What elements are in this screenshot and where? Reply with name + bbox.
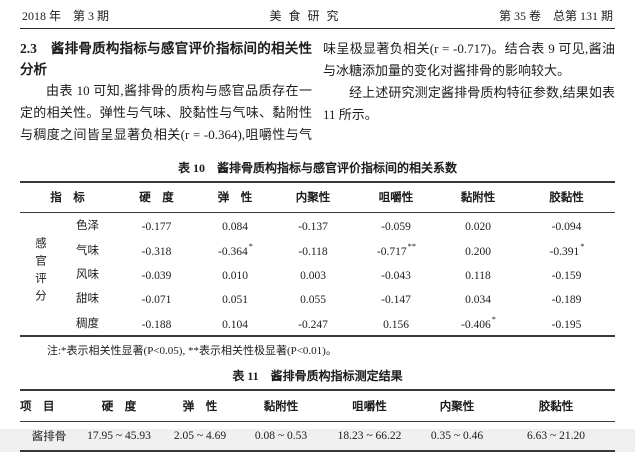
cell: 0.020 xyxy=(465,221,491,234)
cell: -0.147 xyxy=(381,294,411,307)
table10-header-hardness: 硬 度 xyxy=(139,192,174,204)
table10-header-cohesiveness: 内聚性 xyxy=(295,192,331,204)
cell: -0.195 xyxy=(551,318,582,331)
cell: 0.104 xyxy=(222,318,248,331)
table11-row-sauced-ribs: 酱排骨 17.95 ~ 45.93 2.05 ~ 4.69 0.08 ~ 0.5… xyxy=(20,421,615,451)
row-label: 酱排骨 xyxy=(31,430,67,443)
cell: 0.034 xyxy=(465,294,491,307)
cell: -0.717** xyxy=(376,240,417,258)
table10-title: 表 10 酱排骨质构指标与感官评价指标间的相关系数 xyxy=(177,161,457,175)
table11-header-chewiness: 咀嚼性 xyxy=(352,400,387,413)
cell: 2.05 ~ 4.69 xyxy=(173,429,227,442)
cell: 0.010 xyxy=(222,269,248,282)
section-heading: 2.3 酱排骨质构指标与感官评价指标间的相关性分析 xyxy=(20,41,312,77)
table10-row-color: 感官评分 色泽 -0.177 0.084 -0.137 -0.059 0.020… xyxy=(20,213,615,307)
cell: 17.95 ~ 45.93 xyxy=(87,429,151,442)
table11-title: 表 11 酱排骨质构指标测定结果 xyxy=(232,368,403,383)
cell: 0.35 ~ 0.46 xyxy=(430,429,484,442)
table10-row-flavor: 风味 -0.039 0.010 0.003 -0.043 0.118 -0.15… xyxy=(20,262,615,286)
cell: 18.23 ~ 66.22 xyxy=(337,429,402,442)
table10-header-indicator: 指 标 xyxy=(50,192,85,204)
cell: -0.039 xyxy=(141,269,172,282)
table10-correlation-table: 指 标 硬 度 弹 性 内聚性 咀嚼性 黏附性 胶黏性 感官评分 色泽 -0.1… xyxy=(20,181,615,337)
cell: 0.051 xyxy=(222,294,248,307)
paragraph-correlation-analysis: 由表 10 可知,酱排骨的质构与感官品质存在一定的相关性。弹性与气味、胶黏性与气… xyxy=(20,41,615,142)
cell: 0.08 ~ 0.53 xyxy=(254,429,308,442)
cell: 0.156 xyxy=(383,318,409,331)
table10-header-adhesiveness: 黏附性 xyxy=(460,192,496,204)
cell: -0.071 xyxy=(141,294,172,307)
table11-header-hardness: 硬 度 xyxy=(101,400,137,413)
cell: -0.364* xyxy=(218,240,253,258)
cell: -0.177 xyxy=(141,221,172,234)
cell: -0.137 xyxy=(298,221,328,234)
cell: 0.003 xyxy=(300,269,326,282)
row-label: 甜味 xyxy=(76,293,99,306)
table10-header-gumminess: 胶黏性 xyxy=(549,192,584,204)
row-label: 稠度 xyxy=(76,317,99,330)
cell: -0.189 xyxy=(551,294,582,307)
cell: 0.118 xyxy=(465,269,491,282)
cell: 6.63 ~ 21.20 xyxy=(527,429,585,442)
table11-header-gumminess: 胶黏性 xyxy=(538,400,574,413)
cell: -0.318 xyxy=(141,245,172,258)
row-label: 色泽 xyxy=(76,220,99,233)
cell: 0.200 xyxy=(465,245,491,258)
table11-measurement-table: 项 目 硬 度 弹 性 黏附性 咀嚼性 内聚性 胶黏性 酱排骨 17.95 ~ … xyxy=(20,388,615,452)
row-label: 风味 xyxy=(76,268,99,281)
table11-header-springiness: 弹 性 xyxy=(182,400,218,413)
table10-header-chewiness: 咀嚼性 xyxy=(378,192,414,204)
cell: -0.059 xyxy=(381,221,411,234)
table10-rowgroup-sensory-score: 感官评分 xyxy=(20,213,60,336)
table10-row-sweetness: 甜味 -0.071 0.051 0.055 -0.147 0.034 -0.18… xyxy=(20,286,615,310)
table11-header-cohesiveness: 内聚性 xyxy=(439,400,475,413)
row-label: 气味 xyxy=(76,244,99,257)
table10-header-row: 指 标 硬 度 弹 性 内聚性 咀嚼性 黏附性 胶黏性 xyxy=(20,182,615,213)
paragraph-texture-result: 经上述研究测定酱排骨质构特征参数,结果如表 11 所示。 xyxy=(323,85,615,122)
cell: -0.391* xyxy=(549,240,585,258)
cell: -0.094 xyxy=(551,221,582,234)
table11-header-adhesiveness: 黏附性 xyxy=(263,400,299,413)
cell: -0.406* xyxy=(461,313,496,331)
cell: -0.043 xyxy=(381,269,411,282)
table11-header-row: 项 目 硬 度 弹 性 黏附性 咀嚼性 内聚性 胶黏性 xyxy=(20,390,615,422)
cell: -0.118 xyxy=(298,245,328,258)
running-head: 2018 年 第 3 期 美食研究 第 35 卷 总第 131 期 xyxy=(20,6,615,29)
cell: -0.188 xyxy=(141,318,172,331)
running-head-journal-title: 美食研究 xyxy=(269,9,346,23)
running-head-volume: 第 35 卷 总第 131 期 xyxy=(498,9,613,23)
table10-row-aroma: 气味 -0.318 -0.364* -0.118 -0.717** 0.200 … xyxy=(20,237,615,261)
cell: 0.084 xyxy=(222,221,248,234)
article-body-columns: 2.3 酱排骨质构指标与感官评价指标间的相关性分析 由表 10 可知,酱排骨的质… xyxy=(20,38,615,151)
cell: 0.055 xyxy=(300,294,326,307)
table11-header-item: 项 目 xyxy=(20,400,55,413)
cell: -0.159 xyxy=(551,269,582,282)
cell: -0.247 xyxy=(298,318,328,331)
running-head-issue: 2018 年 第 3 期 xyxy=(22,9,110,23)
table10-row-consistency: 稠度 -0.188 0.104 -0.247 0.156 -0.406* -0.… xyxy=(20,311,615,336)
sensory-score-vertical-label: 感官评分 xyxy=(34,237,46,308)
table10-significance-note: 注:*表示相关性显著(P<0.05), **表示相关性极显著(P<0.01)。 xyxy=(47,344,337,357)
table10-header-springiness: 弹 性 xyxy=(217,192,253,204)
